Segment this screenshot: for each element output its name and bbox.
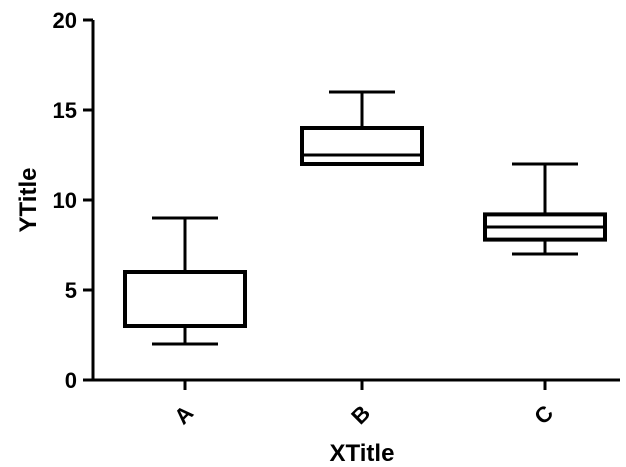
y-tick-label: 15: [53, 98, 77, 123]
x-axis: A B C: [91, 378, 620, 429]
y-tick-label: 0: [65, 368, 77, 393]
box-iqr: [300, 126, 424, 166]
y-tick-label: 5: [65, 278, 77, 303]
x-tick-label: C: [529, 400, 558, 429]
x-tick-label: A: [169, 400, 198, 429]
boxes-group: [123, 90, 607, 346]
x-tick-label: B: [346, 400, 375, 429]
y-axis: 0 5 10 15 20: [53, 8, 95, 393]
y-axis-title: YTitle: [15, 168, 42, 233]
x-axis-title: XTitle: [330, 440, 395, 467]
y-tick-label: 10: [53, 188, 77, 213]
box-iqr: [123, 270, 247, 328]
y-tick-label: 20: [53, 8, 77, 33]
